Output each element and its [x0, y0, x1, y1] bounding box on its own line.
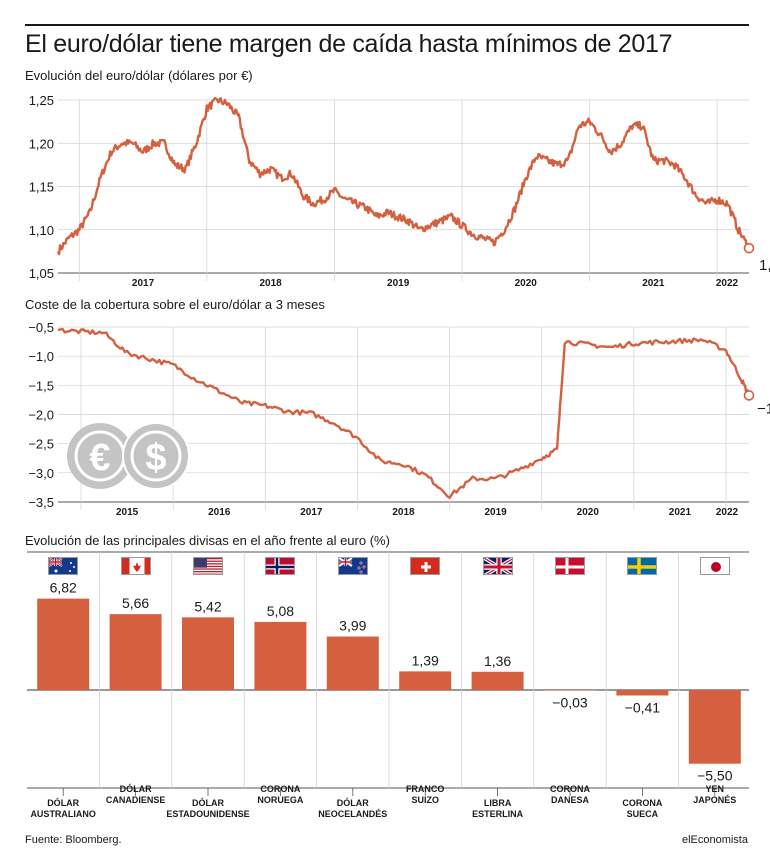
bar-category-label: ESTERLINA [472, 809, 524, 819]
bar-category-label: DÓLAR [120, 783, 152, 794]
bar-category-label: AUSTRALIANO [30, 809, 96, 819]
bar-8 [544, 690, 596, 691]
chart3-title: Evolución de las principales divisas en … [25, 533, 390, 548]
bar-category-label: NORUEGA [257, 795, 304, 805]
bar-4 [254, 621, 307, 690]
hedge-end-label: −1,6729 [757, 400, 770, 417]
hedge-end-marker [743, 390, 755, 401]
eurusd-x-tick: 2018 [259, 278, 282, 289]
hedge-x-tick: 2021 [669, 507, 692, 518]
bar-category-label: JAPONÉS [693, 795, 736, 805]
flag-uk-icon [482, 557, 513, 575]
bar-value-label: 1,36 [484, 653, 511, 669]
bar-category-label: NEOCELANDÉS [318, 809, 387, 819]
bar-value-label: 1,39 [412, 652, 439, 668]
bar-category-label: DÓLAR [192, 797, 224, 808]
flag-denmark-icon [555, 557, 585, 575]
bar-category-label: YEN [706, 784, 725, 794]
bar-6 [399, 671, 452, 690]
eurusd-y-tick: 1,05 [29, 266, 54, 281]
hedge-y-tick: −0,5 [28, 320, 54, 335]
bar-value-label: 3,99 [339, 618, 366, 634]
bar-category-label: ESTADOUNIDENSE [166, 809, 249, 819]
bar-10 [688, 690, 741, 764]
eurusd-y-tick: 1,15 [29, 180, 54, 195]
bar-category-label: SUIZO [411, 795, 439, 805]
bar-3 [182, 617, 234, 690]
eurusd-x-tick: 2022 [716, 278, 739, 289]
chart1-title: Evolución del euro/dólar (dólares por €) [25, 68, 253, 83]
flag-new-zealand-icon [337, 557, 368, 575]
eurusd-x-tick: 2021 [642, 278, 665, 289]
hedge-y-tick: −1,0 [28, 349, 54, 364]
bar-1 [37, 598, 90, 690]
hedge-x-tick: 2019 [485, 507, 508, 518]
eurusd-y-tick: 1,10 [29, 223, 54, 238]
currency-bar-chart: 6,82DÓLARAUSTRALIANO5,66DÓLARCANADIENSE5… [27, 551, 749, 819]
chart2-title: Coste de la cobertura sobre el euro/dóla… [25, 297, 325, 312]
bar-5 [326, 636, 379, 690]
eurusd-end-marker [743, 242, 755, 254]
eurusd-x-tick: 2019 [387, 278, 410, 289]
hedge-y-tick: −3,0 [28, 466, 54, 481]
bar-value-label: 5,42 [194, 598, 221, 614]
svg-text:€: € [89, 437, 110, 479]
bar-value-label: −5,50 [697, 768, 733, 784]
hedge-x-tick: 2020 [577, 507, 600, 518]
bar-category-label: DANESA [551, 795, 590, 805]
brand-logo: elEconomista [681, 834, 748, 846]
flag-norway-icon [265, 557, 296, 575]
hedge-x-tick: 2016 [208, 507, 231, 518]
hedge-x-tick: 2017 [300, 507, 323, 518]
eurusd-x-tick: 2017 [132, 278, 155, 289]
bar-category-label: DÓLAR [337, 797, 369, 808]
hedge-series-line [57, 327, 750, 499]
hedge-cost-chart: −0,5 −1,0 −1,5 −2,0 −2,5 −3,0 −3,5 2015 2016 2017… [28, 320, 770, 518]
bar-value-label: −0,03 [552, 694, 588, 710]
flag-japan-icon [699, 557, 730, 575]
eurusd-end-label: 1,0787 [759, 257, 770, 274]
bar-category-label: LIBRA [484, 798, 512, 808]
eurusd-series-line [56, 97, 750, 256]
eurusd-x-tick: 2020 [515, 278, 538, 289]
top-rule [25, 24, 749, 26]
hedge-y-tick: −3,5 [28, 495, 54, 510]
bar-value-label: 5,08 [267, 603, 294, 619]
bar-category-label: CORONA [622, 798, 662, 808]
flag-sweden-icon [627, 557, 658, 575]
bar-category-label: DÓLAR [47, 797, 79, 808]
eurusd-chart: 1,25 1,20 1,15 1,10 1,05 2017 2018 2019 2020 2021… [29, 93, 770, 289]
svg-text:$: $ [145, 437, 166, 479]
flag-canada-icon [120, 557, 151, 575]
bar-category-label: CORONA [550, 784, 590, 794]
eurusd-y-tick: 1,25 [29, 93, 54, 108]
hedge-x-tick: 2015 [116, 507, 139, 518]
eurusd-y-tick: 1,20 [29, 136, 54, 151]
bar-value-label: −0,41 [625, 699, 661, 715]
hedge-y-tick: −2,5 [28, 437, 54, 452]
hedge-x-tick: 2022 [716, 507, 739, 518]
bar-value-label: 6,82 [50, 580, 77, 596]
bar-category-label: CANADIENSE [106, 795, 166, 805]
flag-australia-icon [48, 557, 79, 575]
hedge-x-tick: 2018 [392, 507, 415, 518]
hedge-y-tick: −1,5 [28, 378, 54, 393]
bar-value-label: 5,66 [122, 595, 149, 611]
page-title: El euro/dólar tiene margen de caída hast… [25, 30, 673, 58]
bar-category-label: SUECA [627, 809, 659, 819]
hedge-y-tick: −2,0 [28, 408, 54, 423]
bar-2 [109, 614, 162, 690]
flag-usa-icon [193, 557, 223, 575]
flag-switzerland-icon [410, 557, 441, 575]
euro-dollar-coins-icon: € $ [67, 422, 190, 490]
source-note: Fuente: Bloomberg. [25, 834, 122, 846]
bar-category-label: FRANCO [406, 784, 445, 794]
bar-category-label: CORONA [260, 784, 300, 794]
bar-9 [616, 690, 669, 696]
bar-7 [471, 671, 524, 690]
